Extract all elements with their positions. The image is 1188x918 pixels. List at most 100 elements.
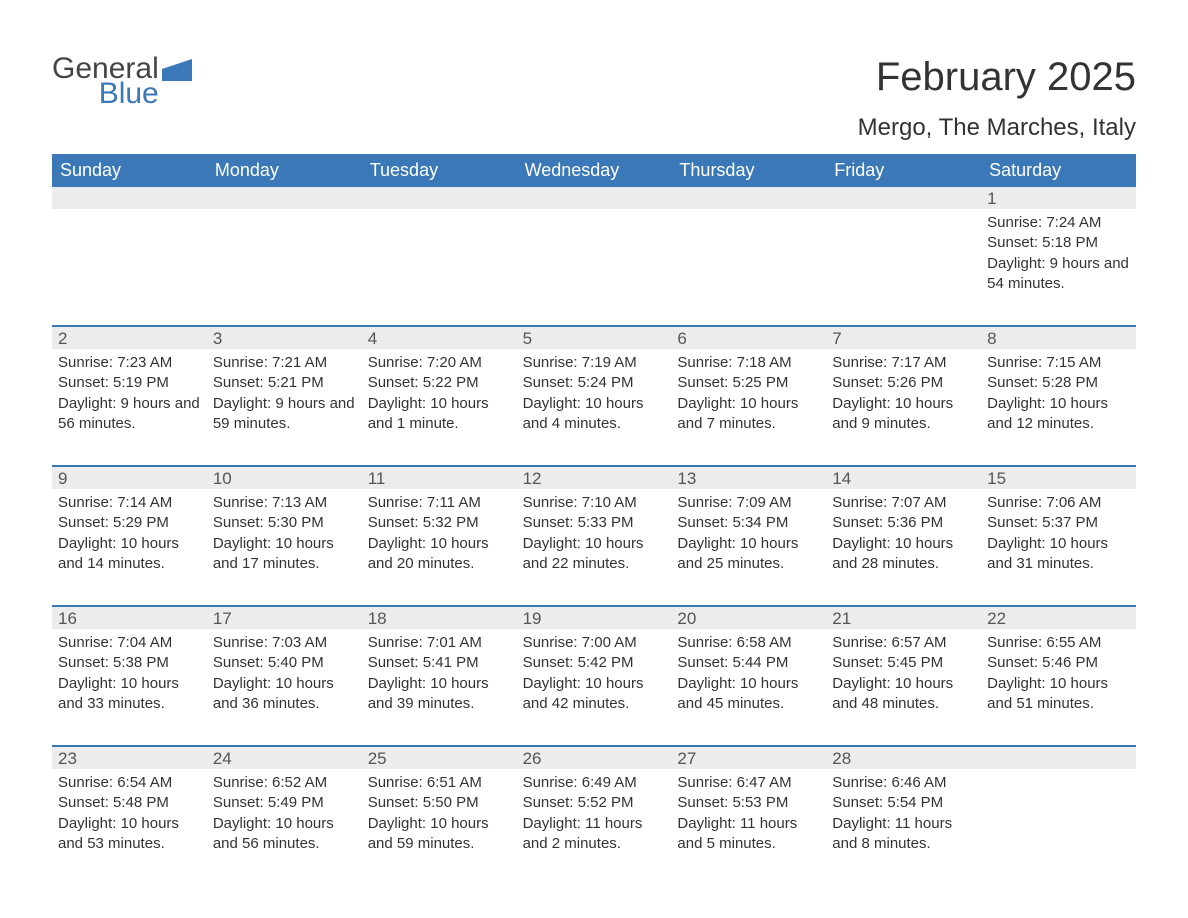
day-number: 18 [362, 607, 517, 629]
weekday-tuesday: Tuesday [362, 154, 517, 187]
sunrise-line: Sunrise: 7:19 AM [523, 353, 666, 373]
sunset-line: Sunset: 5:40 PM [213, 653, 356, 673]
sunrise-line: Sunrise: 6:49 AM [523, 773, 666, 793]
sunrise-line: Sunrise: 7:01 AM [368, 633, 511, 653]
logo: General Blue [52, 55, 198, 107]
day-cell: 21Sunrise: 6:57 AMSunset: 5:45 PMDayligh… [826, 607, 981, 735]
daylight-line: Daylight: 10 hours and 17 minutes. [213, 534, 356, 575]
day-number: 26 [517, 747, 672, 769]
day-body: Sunrise: 7:09 AMSunset: 5:34 PMDaylight:… [671, 489, 826, 574]
day-number: 21 [826, 607, 981, 629]
sunset-line: Sunset: 5:53 PM [677, 793, 820, 813]
sunset-line: Sunset: 5:36 PM [832, 513, 975, 533]
day-number-bar: 26 [517, 747, 672, 769]
day-body: Sunrise: 6:49 AMSunset: 5:52 PMDaylight:… [517, 769, 672, 854]
sunset-line: Sunset: 5:29 PM [58, 513, 201, 533]
day-number: 7 [826, 327, 981, 349]
flag-icon [162, 55, 198, 83]
daylight-line: Daylight: 10 hours and 25 minutes. [677, 534, 820, 575]
sunrise-line: Sunrise: 7:10 AM [523, 493, 666, 513]
day-number: 6 [671, 327, 826, 349]
sunrise-line: Sunrise: 7:15 AM [987, 353, 1130, 373]
daylight-line: Daylight: 11 hours and 5 minutes. [677, 814, 820, 855]
day-body: Sunrise: 7:06 AMSunset: 5:37 PMDaylight:… [981, 489, 1136, 574]
day-cell: 9 Sunrise: 7:14 AMSunset: 5:29 PMDaylight… [52, 467, 207, 595]
sunrise-line: Sunrise: 6:46 AM [832, 773, 975, 793]
location: Mergo, The Marches, Italy [858, 114, 1136, 142]
day-number: 23 [52, 747, 207, 769]
day-number-bar: 2 [52, 327, 207, 349]
sunset-line: Sunset: 5:50 PM [368, 793, 511, 813]
day-number-bar: 8 [981, 327, 1136, 349]
day-cell: 5Sunrise: 7:19 AMSunset: 5:24 PMDaylight… [517, 327, 672, 455]
day-cell: 27Sunrise: 6:47 AMSunset: 5:53 PMDayligh… [671, 747, 826, 875]
day-number: 16 [52, 607, 207, 629]
day-body: Sunrise: 6:57 AMSunset: 5:45 PMDaylight:… [826, 629, 981, 714]
sunrise-line: Sunrise: 7:14 AM [58, 493, 201, 513]
daylight-line: Daylight: 10 hours and 14 minutes. [58, 534, 201, 575]
day-cell: 11Sunrise: 7:11 AMSunset: 5:32 PMDayligh… [362, 467, 517, 595]
day-body: Sunrise: 7:24 AMSunset: 5:18 PMDaylight:… [981, 209, 1136, 294]
day-number-bar [671, 187, 826, 209]
sunrise-line: Sunrise: 7:13 AM [213, 493, 356, 513]
day-number-bar: 9 [52, 467, 207, 489]
sunset-line: Sunset: 5:32 PM [368, 513, 511, 533]
day-cell: 13Sunrise: 7:09 AMSunset: 5:34 PMDayligh… [671, 467, 826, 595]
day-cell: 1Sunrise: 7:24 AMSunset: 5:18 PMDaylight… [981, 187, 1136, 315]
daylight-line: Daylight: 9 hours and 59 minutes. [213, 394, 356, 435]
sunset-line: Sunset: 5:28 PM [987, 373, 1130, 393]
sunset-line: Sunset: 5:46 PM [987, 653, 1130, 673]
weekday-monday: Monday [207, 154, 362, 187]
sunrise-line: Sunrise: 6:57 AM [832, 633, 975, 653]
sunset-line: Sunset: 5:54 PM [832, 793, 975, 813]
sunset-line: Sunset: 5:30 PM [213, 513, 356, 533]
day-cell: 17 Sunrise: 7:03 AMSunset: 5:40 PMDayligh… [207, 607, 362, 735]
day-cell [207, 187, 362, 315]
sunset-line: Sunset: 5:37 PM [987, 513, 1130, 533]
day-number-bar: 19 [517, 607, 672, 629]
day-cell: 15Sunrise: 7:06 AMSunset: 5:37 PMDayligh… [981, 467, 1136, 595]
day-number-bar: 5 [517, 327, 672, 349]
sunrise-line: Sunrise: 7:03 AM [213, 633, 356, 653]
day-number-bar: 6 [671, 327, 826, 349]
day-cell: 18 Sunrise: 7:01 AMSunset: 5:41 PMDayligh… [362, 607, 517, 735]
day-cell [671, 187, 826, 315]
day-cell [362, 187, 517, 315]
day-number-bar [517, 187, 672, 209]
day-number-bar: 16 [52, 607, 207, 629]
day-body: Sunrise: 7:18 AMSunset: 5:25 PMDaylight:… [671, 349, 826, 434]
weekday-wednesday: Wednesday [517, 154, 672, 187]
day-number: 14 [826, 467, 981, 489]
daylight-line: Daylight: 10 hours and 48 minutes. [832, 674, 975, 715]
sunset-line: Sunset: 5:41 PM [368, 653, 511, 673]
day-cell [826, 187, 981, 315]
day-number-bar: 3 [207, 327, 362, 349]
weekday-thursday: Thursday [671, 154, 826, 187]
sunrise-line: Sunrise: 7:24 AM [987, 213, 1130, 233]
day-number-bar: 25 [362, 747, 517, 769]
day-number-bar: 13 [671, 467, 826, 489]
day-body: Sunrise: 7:23 AMSunset: 5:19 PMDaylight:… [52, 349, 207, 434]
daylight-line: Daylight: 10 hours and 56 minutes. [213, 814, 356, 855]
daylight-line: Daylight: 10 hours and 36 minutes. [213, 674, 356, 715]
daylight-line: Daylight: 10 hours and 20 minutes. [368, 534, 511, 575]
day-number-bar: 18 [362, 607, 517, 629]
day-body: Sunrise: 6:52 AMSunset: 5:49 PMDaylight:… [207, 769, 362, 854]
week-row: 23Sunrise: 6:54 AMSunset: 5:48 PMDayligh… [52, 745, 1136, 875]
sunrise-line: Sunrise: 6:52 AM [213, 773, 356, 793]
day-number: 17 [207, 607, 362, 629]
day-number: 5 [517, 327, 672, 349]
day-number-bar [826, 187, 981, 209]
daylight-line: Daylight: 10 hours and 39 minutes. [368, 674, 511, 715]
day-body: Sunrise: 7:17 AMSunset: 5:26 PMDaylight:… [826, 349, 981, 434]
day-number: 28 [826, 747, 981, 769]
day-number-bar: 23 [52, 747, 207, 769]
sunrise-line: Sunrise: 6:47 AM [677, 773, 820, 793]
day-body: Sunrise: 6:51 AMSunset: 5:50 PMDaylight:… [362, 769, 517, 854]
day-number: 1 [981, 187, 1136, 209]
day-cell: 2Sunrise: 7:23 AMSunset: 5:19 PMDaylight… [52, 327, 207, 455]
day-number: 19 [517, 607, 672, 629]
sunset-line: Sunset: 5:42 PM [523, 653, 666, 673]
day-number-bar: 14 [826, 467, 981, 489]
day-number-bar: 15 [981, 467, 1136, 489]
